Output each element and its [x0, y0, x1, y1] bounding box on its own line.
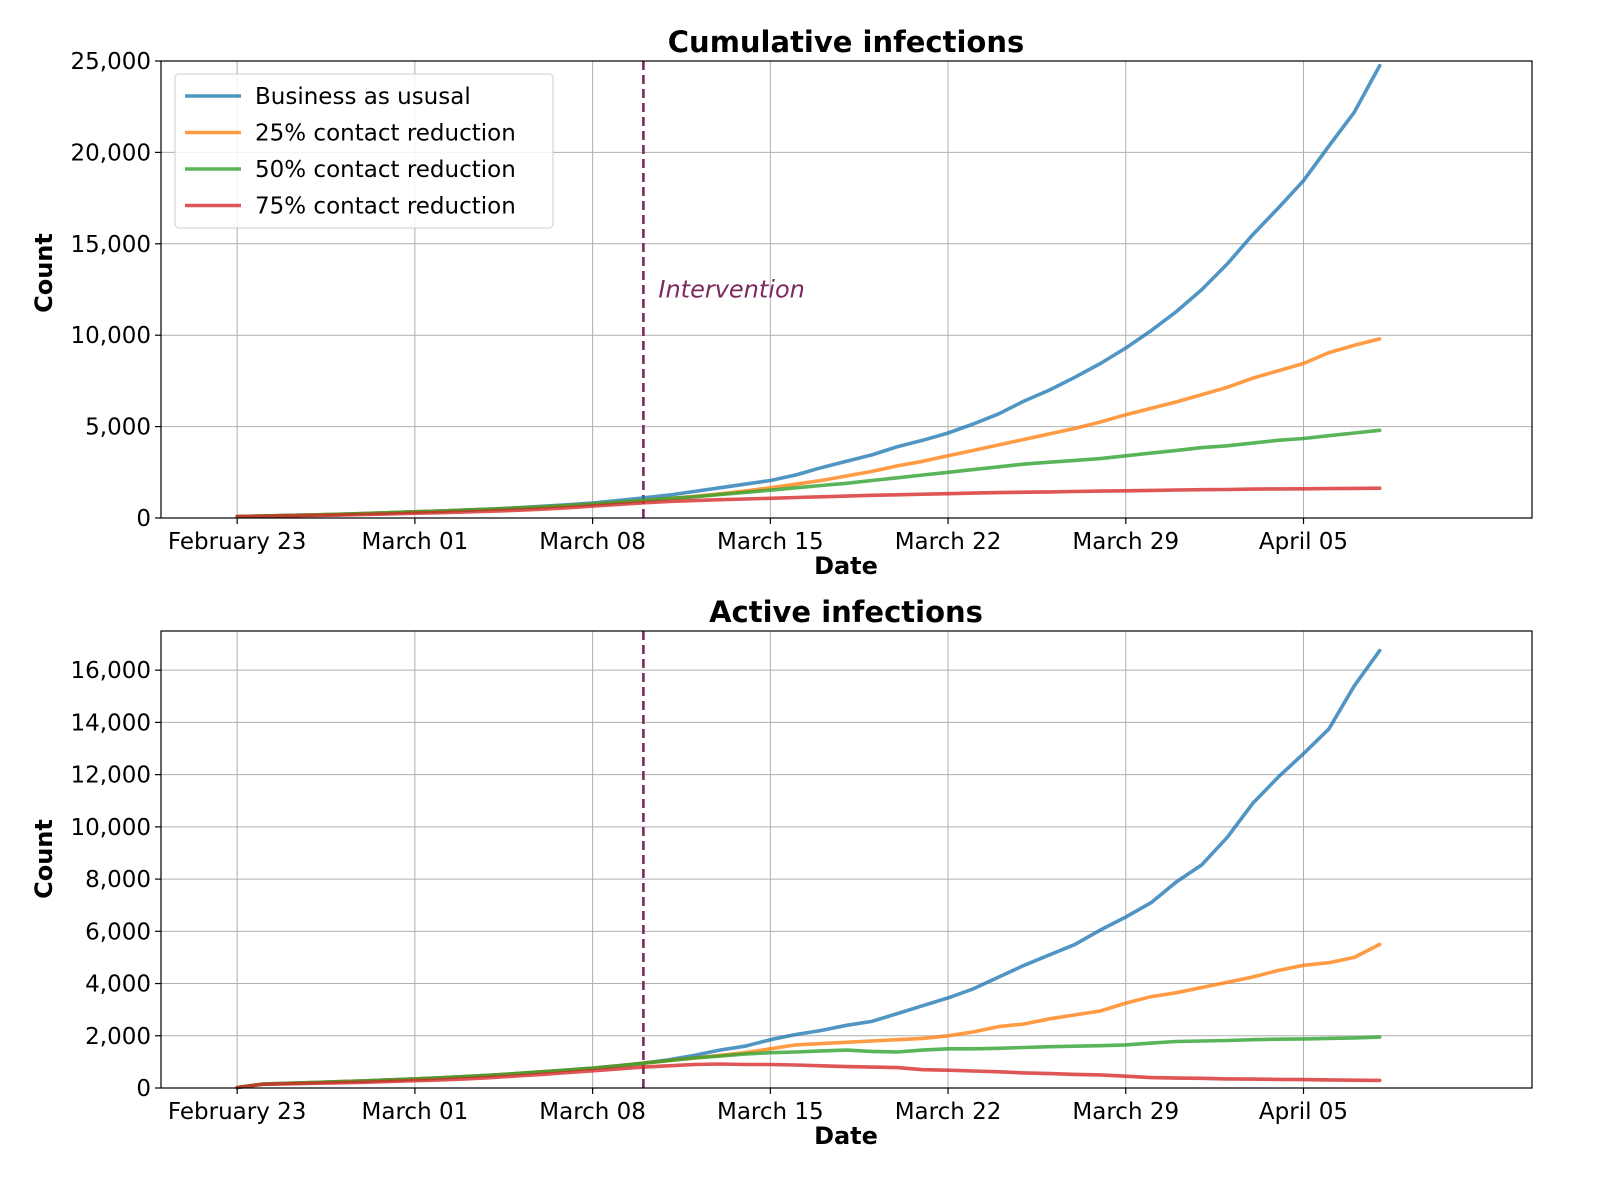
y-tick-label: 16,000 [71, 658, 151, 684]
series-layer [235, 63, 1382, 519]
y-tick-label: 14,000 [71, 710, 151, 736]
x-tick-label: March 15 [717, 529, 824, 555]
x-tick-label: March 29 [1072, 1099, 1179, 1125]
y-tick-label: 10,000 [71, 323, 151, 349]
y-tick-label: 8,000 [85, 867, 151, 893]
series-layer [235, 648, 1382, 1090]
series-line-50-contact-reduction [235, 1035, 1382, 1090]
y-tick-label: 5,000 [85, 415, 151, 441]
x-tick-label: March 22 [895, 1099, 1002, 1125]
legend: Business as ususal 25% contact reduction 5… [174, 73, 554, 229]
series-line-business-as-ususal [235, 648, 1382, 1090]
y-tick-label: 4,000 [85, 972, 151, 998]
x-tick-label: April 05 [1259, 1099, 1348, 1125]
y-tick-label: 15,000 [71, 232, 151, 258]
active-infections-chart: Active infections Count Date February 23… [30, 595, 1533, 1150]
intervention-annotation: Intervention [658, 276, 804, 304]
x-axis-label: Date [814, 1122, 878, 1150]
x-tick-label: March 15 [717, 1099, 824, 1125]
axes-frame [160, 60, 1533, 519]
y-axis-label: Count [30, 819, 58, 899]
chart-title: Active infections [709, 595, 983, 629]
y-tick-label: 20,000 [71, 140, 151, 166]
y-axis-label: Count [30, 233, 58, 313]
x-tick-label: February 23 [168, 1099, 307, 1125]
axes-border [160, 630, 1533, 1089]
y-tick-label: 12,000 [71, 763, 151, 789]
x-tick-label: March 01 [362, 529, 469, 555]
x-tick-label: March 01 [362, 1099, 469, 1125]
series-line-75-contact-reduction [235, 1062, 1382, 1090]
series-line-50-contact-reduction [235, 428, 1382, 519]
legend-entry: Business as ususal [255, 84, 471, 110]
tick-labels: February 23 March 01 March 08 March 15 March… [71, 49, 1349, 555]
x-axis-label: Date [814, 552, 878, 580]
x-tick-label: March 08 [539, 1099, 646, 1125]
tick-labels: February 23 March 01 March 08 March 15 March… [71, 658, 1349, 1125]
axes-frame [160, 630, 1533, 1089]
y-tick-label: 0 [136, 1076, 151, 1102]
legend-box [174, 73, 554, 229]
y-tick-label: 6,000 [85, 919, 151, 945]
x-tick-label: February 23 [168, 529, 307, 555]
chart-title: Cumulative infections [668, 25, 1024, 59]
y-tick-label: 0 [136, 506, 151, 532]
legend-entry: 75% contact reduction [255, 194, 516, 220]
x-tick-label: March 08 [539, 529, 646, 555]
grid [161, 631, 1532, 1089]
axes-border [160, 60, 1533, 519]
series-line-75-contact-reduction [235, 486, 1382, 519]
y-tick-label: 2,000 [85, 1024, 151, 1050]
legend-entry: 50% contact reduction [255, 157, 516, 183]
x-tick-label: March 22 [895, 529, 1002, 555]
y-tick-label: 25,000 [71, 49, 151, 75]
cumulative-infections-chart: Cumulative infections Count Date Februar… [30, 25, 1533, 580]
x-tick-label: April 05 [1259, 529, 1348, 555]
x-tick-label: March 29 [1072, 529, 1179, 555]
legend-entry: 25% contact reduction [255, 121, 516, 147]
y-tick-label: 10,000 [71, 815, 151, 841]
